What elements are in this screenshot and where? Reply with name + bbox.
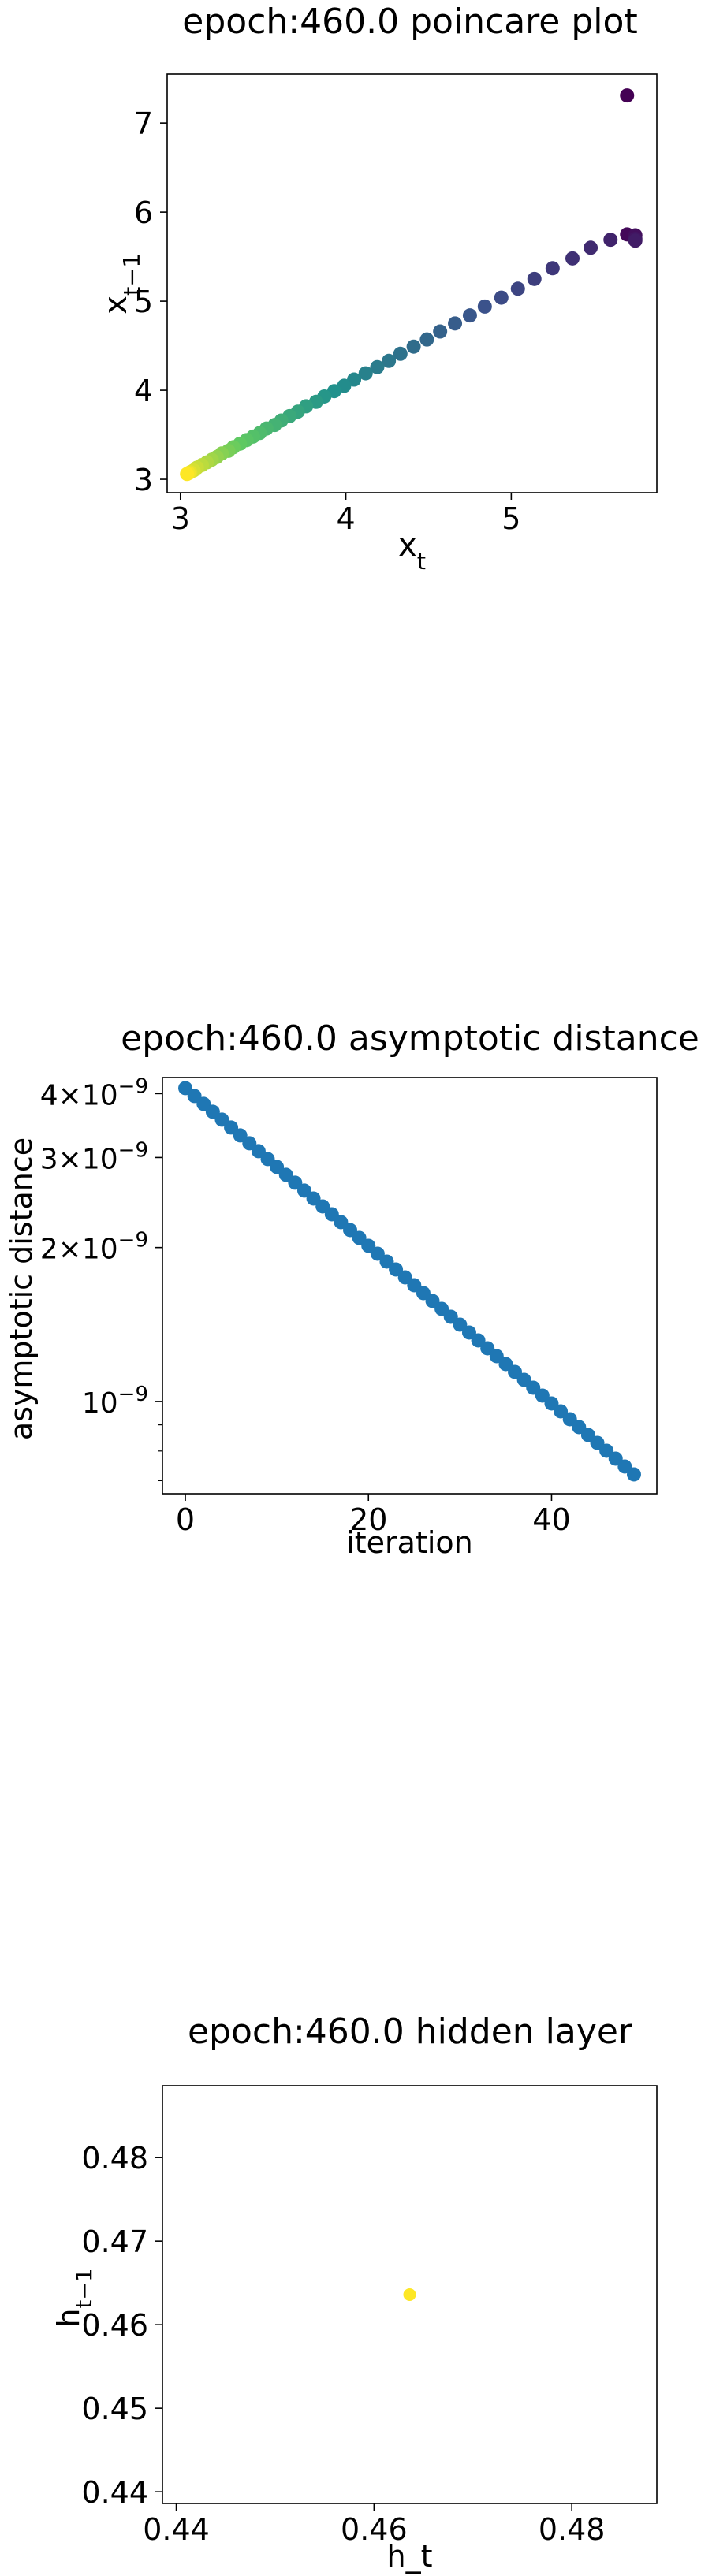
poincare-plot-svg: epoch:460.0 poincare plot 3 4 5 3 4 5 6 7 xt xt−1 <box>98 2 658 575</box>
x-axis-label: xt <box>398 527 426 575</box>
x-tick-label: 40 <box>532 1502 570 1537</box>
y-axis-label: xt−1 <box>98 253 145 314</box>
y-tick-label: 2×10−9 <box>40 1229 148 1266</box>
poincare-chart: epoch:460.0 poincare plot 3 4 5 3 4 5 6 7 xt xt−1 <box>0 0 701 709</box>
y-tick-label: 6 <box>134 195 153 230</box>
y-tick-label: 7 <box>134 106 153 141</box>
y-tick-label: 0.47 <box>81 2224 148 2259</box>
data-point <box>603 233 618 248</box>
asymptotic-distance-svg: epoch:460.0 asymptotic distance 0 20 40 4×10… <box>4 1018 699 1560</box>
data-point <box>628 233 643 248</box>
x-tick-label: 3 <box>171 501 190 536</box>
y-tick-label: 4 <box>134 374 153 408</box>
data-point <box>393 346 408 361</box>
x-tick-label: 20 <box>349 1502 387 1537</box>
y-tick-label: 4×10−9 <box>40 1074 148 1111</box>
y-axis-label: asymptotic distance <box>4 1137 39 1440</box>
hidden-layer-chart: epoch:460.0 hidden layer 0.44 0.46 0.48 0.44… <box>0 1971 701 2576</box>
plot-frame <box>166 73 658 493</box>
data-point <box>433 324 448 339</box>
x-tick-label: 0 <box>176 1502 195 1537</box>
asymptotic-distance-chart: epoch:460.0 asymptotic distance 0 20 40 4×10… <box>0 993 701 1608</box>
x-tick-label: 4 <box>336 501 355 536</box>
x-tick-label: 0.46 <box>341 2512 408 2547</box>
plot-frame <box>162 1077 658 1495</box>
x-tick-label: 0.44 <box>143 2512 210 2547</box>
data-point <box>620 88 635 103</box>
y-tick-label: 0.46 <box>81 2308 148 2343</box>
x-axis-label: h_t <box>387 2539 433 2574</box>
data-point <box>584 240 598 255</box>
chart-title: epoch:460.0 asymptotic distance <box>121 1018 699 1059</box>
y-tick-label: 0.45 <box>81 2392 148 2426</box>
data-point <box>565 251 580 266</box>
y-axis-label: ht−1 <box>51 2268 97 2327</box>
plot-frame <box>162 2085 658 2504</box>
y-tick-label: 5 <box>134 285 153 319</box>
chart-title: epoch:460.0 poincare plot <box>182 2 637 42</box>
chart-title: epoch:460.0 hidden layer <box>188 2012 633 2052</box>
data-point <box>626 1467 641 1482</box>
data-point <box>382 353 397 368</box>
x-tick-label: 0.48 <box>539 2512 606 2547</box>
y-tick-label: 3×10−9 <box>40 1138 148 1175</box>
y-tick-label: 0.48 <box>81 2141 148 2176</box>
data-point <box>510 281 525 296</box>
data-point <box>403 2288 416 2301</box>
data-point <box>545 261 560 276</box>
x-axis-label: iteration <box>346 1525 473 1560</box>
data-point <box>462 308 477 323</box>
x-tick-label: 5 <box>502 501 520 536</box>
data-point <box>180 467 195 482</box>
data-point <box>448 316 463 331</box>
hidden-layer-svg: epoch:460.0 hidden layer 0.44 0.46 0.48 0.44… <box>51 2012 658 2574</box>
data-point <box>358 366 373 381</box>
data-point <box>477 299 492 314</box>
data-point <box>406 339 421 354</box>
y-tick-label: 10−9 <box>82 1383 148 1420</box>
y-tick-label: 3 <box>134 463 153 497</box>
data-point <box>370 359 385 374</box>
data-point <box>527 271 542 286</box>
y-tick-label: 0.44 <box>81 2475 148 2510</box>
data-point <box>419 332 434 347</box>
data-point <box>494 290 509 305</box>
